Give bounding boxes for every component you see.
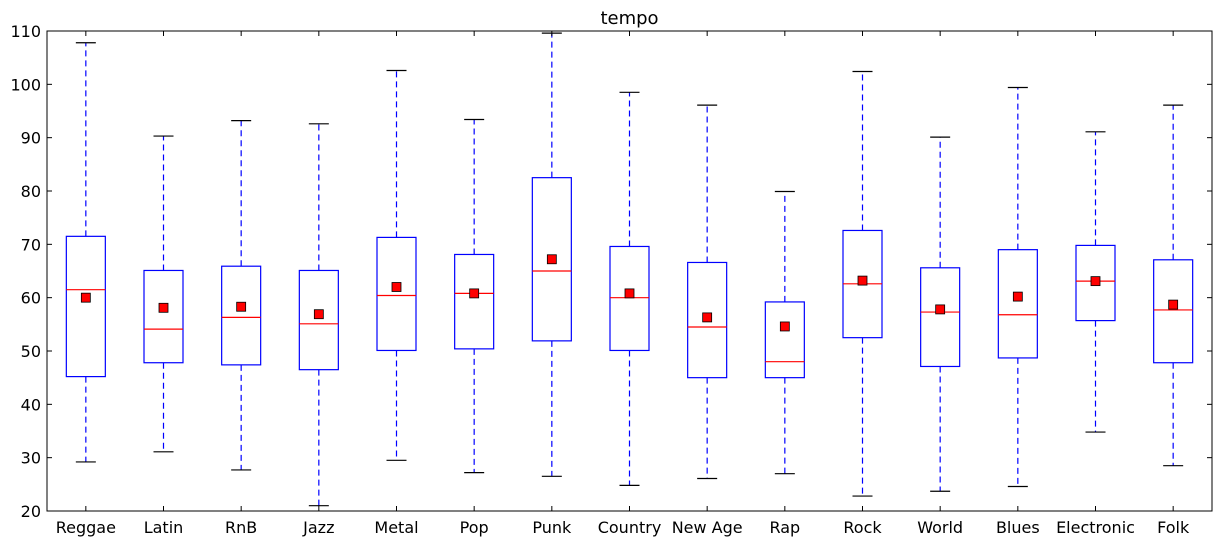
mean-marker [1090,276,1101,287]
box-rap [764,190,805,475]
x-tick-label: Pop [460,518,489,537]
mean-marker [702,312,713,323]
box-blues [997,86,1038,488]
box-latin [143,135,184,453]
y-tick-label: 40 [21,395,41,414]
mean-marker [779,321,790,332]
box-metal [376,69,417,461]
box-iqr [687,261,728,379]
box-electronic [1075,131,1116,433]
y-tick-label: 60 [21,289,41,308]
mean-marker [1168,299,1179,310]
x-tick-label: New Age [672,518,743,537]
box-country [609,91,650,486]
box-iqr [298,269,339,371]
mean-marker [80,292,91,303]
x-tick-label: Punk [532,518,572,537]
box-jazz [298,123,339,507]
box-rnb [221,119,262,471]
x-tick-label: Rap [769,518,800,537]
x-tick-label: Jazz [302,518,334,537]
box-iqr [1153,259,1194,364]
y-tick-label: 30 [21,449,41,468]
x-tick-label: Country [598,518,662,537]
x-tick-label: Rock [843,518,882,537]
box-new-age [687,104,728,480]
box-iqr [531,177,572,342]
box-iqr [454,253,495,350]
box-iqr [920,267,961,368]
mean-marker [236,301,247,312]
box-pop [454,118,495,474]
box-reggae [65,42,106,463]
box-iqr [1075,244,1116,322]
box-world [920,136,961,492]
x-tick-label: Metal [374,518,418,537]
mean-marker [313,309,324,320]
y-tick-label: 80 [21,182,41,201]
mean-marker [624,288,635,299]
x-tick-label: Folk [1157,518,1190,537]
box-iqr [221,265,262,366]
y-tick-label: 100 [10,75,41,94]
box-iqr [764,301,805,379]
mean-marker [391,282,402,292]
x-tick-label: Electronic [1056,518,1135,537]
box-iqr [609,245,650,352]
x-tick-label: Reggae [56,518,116,537]
chart-title: tempo [600,8,658,29]
mean-marker [158,302,169,313]
y-axis: 20 30 40 50 60 70 80 90 100 110 [10,22,1212,521]
box-iqr [143,269,184,364]
x-tick-label: World [917,518,963,537]
x-tick-label: Blues [996,518,1040,537]
mean-marker [935,304,946,315]
box-iqr [376,236,417,352]
mean-marker [857,275,868,286]
mean-marker [546,254,557,265]
box-folk [1153,104,1194,467]
y-tick-label: 50 [21,342,41,361]
mean-marker [469,288,480,299]
box-rock [842,70,883,497]
box-iqr [65,235,106,378]
mean-marker [1012,291,1023,302]
y-tick-label: 70 [21,235,41,254]
x-axis: Reggae Latin RnB Jazz Metal Pop Punk Country New… [56,31,1190,537]
y-tick-label: 110 [10,22,41,41]
box-punk [531,32,572,477]
x-tick-label: Latin [144,518,184,537]
plot-area [65,32,1194,507]
y-tick-label: 20 [21,502,41,521]
box-iqr [997,249,1038,359]
x-tick-label: RnB [225,518,257,537]
y-tick-label: 90 [21,129,41,148]
